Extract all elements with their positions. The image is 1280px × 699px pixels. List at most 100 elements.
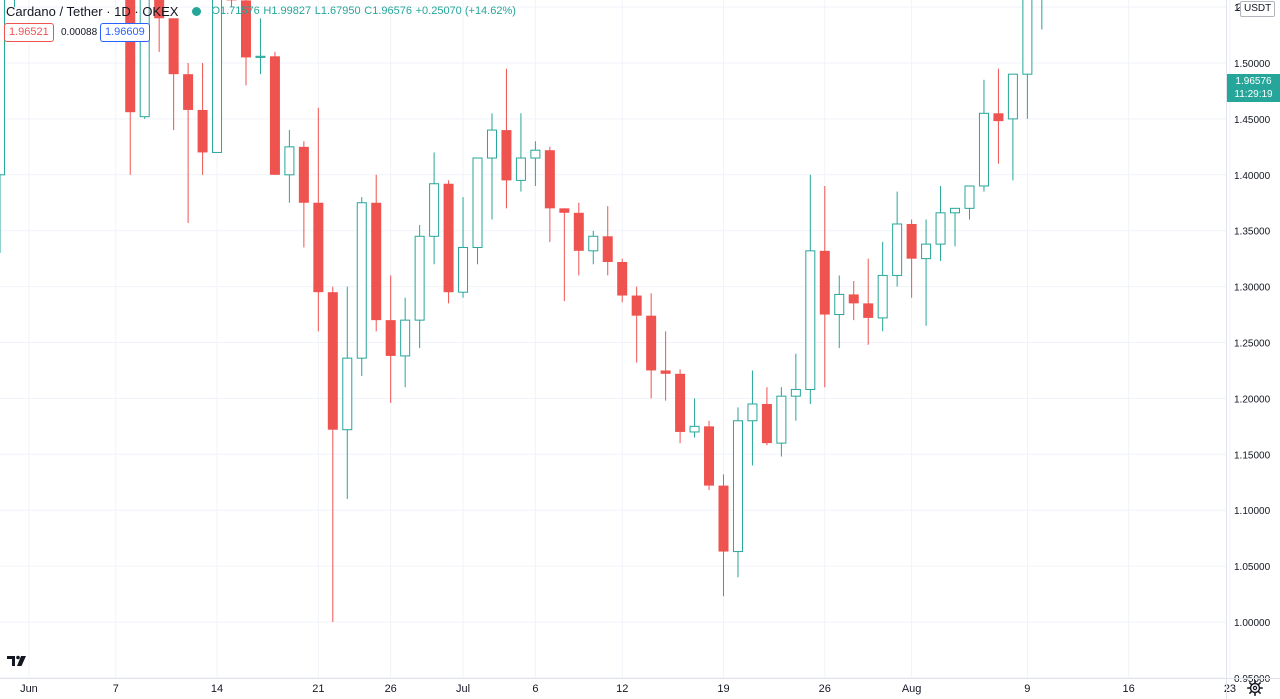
candle-body-down[interactable] xyxy=(993,113,1004,122)
candle-body-up[interactable] xyxy=(892,223,903,276)
candle-body-down[interactable] xyxy=(313,202,324,293)
close-value: C1.96576 xyxy=(364,5,412,17)
candle-body-up[interactable] xyxy=(356,202,367,359)
candle-body-up[interactable] xyxy=(284,146,295,176)
candle-body-up[interactable] xyxy=(790,388,801,397)
candle-body-up[interactable] xyxy=(486,129,497,159)
spread-value: 0.00088 xyxy=(61,27,98,38)
candle-body-up[interactable] xyxy=(472,157,483,248)
candle-body-up[interactable] xyxy=(950,207,961,214)
candle-body-down[interactable] xyxy=(660,370,671,374)
candle-body-down[interactable] xyxy=(602,236,613,263)
candle-body-down[interactable] xyxy=(197,109,208,153)
date-tick-label: 26 xyxy=(819,683,831,695)
date-tick-label: Jun xyxy=(20,683,38,695)
date-tick-label: 26 xyxy=(385,683,397,695)
date-tick-label: 6 xyxy=(532,683,538,695)
candle-body-down[interactable] xyxy=(819,250,830,315)
symbol-title[interactable]: Cardano / Tether · 1D · OKEX xyxy=(6,3,179,19)
date-tick-label: 12 xyxy=(616,683,628,695)
candle-body-down[interactable] xyxy=(617,262,628,296)
candle-body-down[interactable] xyxy=(168,18,179,75)
price-tick-label: 1.05000 xyxy=(1234,562,1271,573)
candle-body-up[interactable] xyxy=(530,149,541,159)
price-tick-label: 1.10000 xyxy=(1234,506,1271,517)
candle-body-up[interactable] xyxy=(0,0,5,176)
candle-body-up[interactable] xyxy=(732,420,743,553)
date-tick-label: 7 xyxy=(113,683,119,695)
candle-body-up[interactable] xyxy=(964,185,975,209)
candle-body-down[interactable] xyxy=(125,0,136,113)
date-tick-label: 16 xyxy=(1123,683,1135,695)
date-tick-label: 23 xyxy=(1224,683,1236,695)
candle-body-down[interactable] xyxy=(269,56,280,175)
low-value: L1.67950 xyxy=(314,5,361,17)
currency-button[interactable]: USDT xyxy=(1240,1,1276,17)
tradingview-logo-icon[interactable] xyxy=(6,650,28,670)
candle-body-down[interactable] xyxy=(327,292,338,430)
price-tick-label: 1.30000 xyxy=(1234,283,1271,294)
candle-body-up[interactable] xyxy=(342,357,353,431)
candle-body-down[interactable] xyxy=(646,315,657,371)
candle-body-down[interactable] xyxy=(631,295,642,316)
candle-body-down[interactable] xyxy=(573,212,584,251)
candle-body-down[interactable] xyxy=(443,183,454,293)
candle-body-up[interactable] xyxy=(978,112,989,187)
candle-body-down[interactable] xyxy=(761,403,772,444)
candle-body-up[interactable] xyxy=(458,246,469,293)
candle-body-down[interactable] xyxy=(385,320,396,356)
price-tick-label: 1.50000 xyxy=(1234,59,1271,70)
candle-body-up[interactable] xyxy=(400,319,411,357)
candle-body-up[interactable] xyxy=(588,235,599,252)
candle-body-up[interactable] xyxy=(877,274,888,319)
candle-body-up[interactable] xyxy=(414,235,425,321)
candle-body-up[interactable] xyxy=(776,395,787,444)
date-tick-label: 14 xyxy=(211,683,223,695)
candle-body-down[interactable] xyxy=(183,74,194,110)
candle-body-down[interactable] xyxy=(240,0,251,58)
candle-body-down[interactable] xyxy=(863,303,874,318)
open-value: O1.71576 xyxy=(211,5,260,17)
price-tick-label: 1.20000 xyxy=(1234,394,1271,405)
market-status-icon xyxy=(192,6,202,16)
current-price-value: 1.96576 xyxy=(1235,76,1272,87)
candle-body-down[interactable] xyxy=(154,0,165,19)
buy-price-button[interactable]: 1.96609 xyxy=(100,23,150,42)
candle-body-up[interactable] xyxy=(834,293,845,316)
candle-body-up[interactable] xyxy=(689,425,700,433)
bar-countdown: 11:29:19 xyxy=(1234,89,1273,100)
candle-body-up[interactable] xyxy=(139,0,150,118)
candle-body-down[interactable] xyxy=(675,373,686,432)
date-tick-label: 9 xyxy=(1024,683,1030,695)
candle-body-up[interactable] xyxy=(429,183,440,237)
candle-body-down[interactable] xyxy=(559,208,570,213)
candle-body-up[interactable] xyxy=(935,212,946,245)
candle-body-up[interactable] xyxy=(212,0,223,153)
candle-body-down[interactable] xyxy=(298,146,309,203)
high-value: H1.99827 xyxy=(263,5,312,17)
price-tick-label: 0.95000 xyxy=(1234,674,1271,685)
price-tick-label: 1.25000 xyxy=(1234,339,1271,350)
sell-price-button[interactable]: 1.96521 xyxy=(4,23,54,42)
price-tick-label: 1.15000 xyxy=(1234,450,1271,461)
candle-body-down[interactable] xyxy=(848,294,859,304)
candle-body-up[interactable] xyxy=(1007,73,1018,120)
candle-body-up[interactable] xyxy=(747,403,758,422)
price-axis-top-label: 2 xyxy=(1236,2,1242,14)
gear-icon[interactable] xyxy=(1247,680,1263,696)
candle-body-down[interactable] xyxy=(906,223,917,259)
candle-body-down[interactable] xyxy=(704,426,715,486)
candle-body-down[interactable] xyxy=(718,485,729,552)
candle-body-up[interactable] xyxy=(921,243,932,260)
price-tick-label: 1.35000 xyxy=(1234,227,1271,238)
candle-body-up[interactable] xyxy=(515,157,526,181)
candle-body-down[interactable] xyxy=(371,202,382,321)
candle-body-down[interactable] xyxy=(544,150,555,209)
date-tick-label: Aug xyxy=(902,683,922,695)
candle-body-up[interactable] xyxy=(255,55,266,58)
candle-body-down[interactable] xyxy=(501,130,512,181)
price-tick-label: 1.00000 xyxy=(1234,618,1271,629)
candle-body-up[interactable] xyxy=(805,250,816,390)
candle-body-up[interactable] xyxy=(1022,0,1033,75)
